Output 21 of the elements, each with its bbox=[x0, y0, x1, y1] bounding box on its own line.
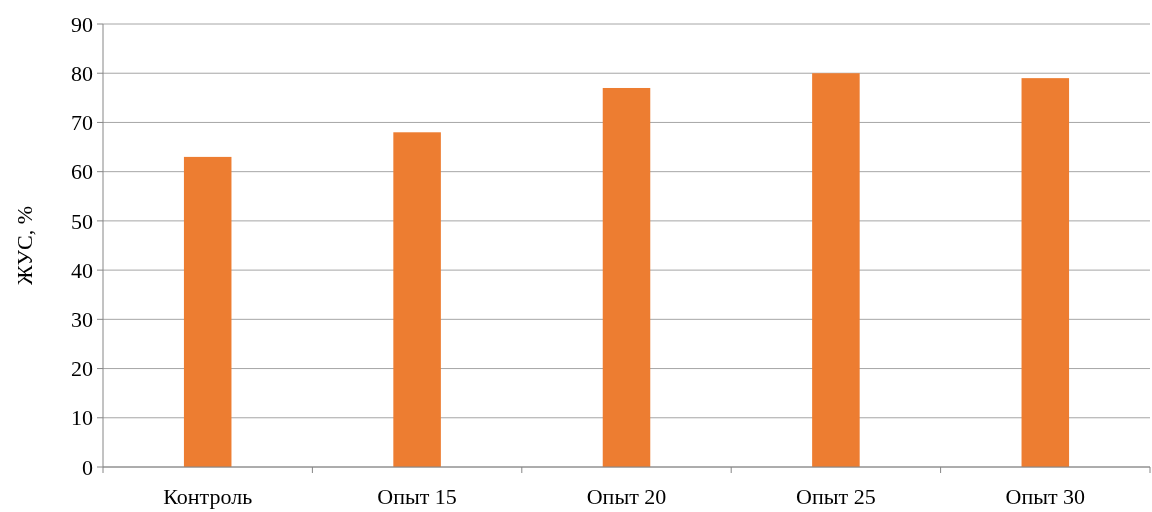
y-axis-title: ЖУС, % bbox=[12, 206, 37, 285]
bar bbox=[602, 87, 651, 467]
y-tick-label: 70 bbox=[71, 110, 93, 136]
y-tick-label: 50 bbox=[71, 208, 93, 234]
y-tick-label: 0 bbox=[82, 454, 93, 480]
x-tick-label: Опыт 25 bbox=[796, 484, 876, 509]
y-tick-label: 30 bbox=[71, 307, 93, 333]
bar bbox=[183, 156, 232, 467]
bar bbox=[812, 73, 860, 467]
x-tick-label: Опыт 20 bbox=[586, 484, 667, 509]
bar bbox=[1021, 78, 1070, 467]
y-tick-label: 90 bbox=[71, 11, 93, 37]
y-tick-label: 80 bbox=[71, 60, 93, 86]
x-tick-label: Опыт 30 bbox=[1005, 484, 1086, 509]
y-tick-label: 60 bbox=[71, 159, 93, 185]
y-tick-label: 40 bbox=[71, 257, 93, 283]
x-tick-label: Опыт 15 bbox=[377, 484, 457, 509]
bar bbox=[393, 132, 441, 467]
y-tick-label: 10 bbox=[71, 405, 93, 431]
y-tick-label: 20 bbox=[71, 356, 93, 382]
x-tick-label: Контроль bbox=[163, 484, 253, 509]
